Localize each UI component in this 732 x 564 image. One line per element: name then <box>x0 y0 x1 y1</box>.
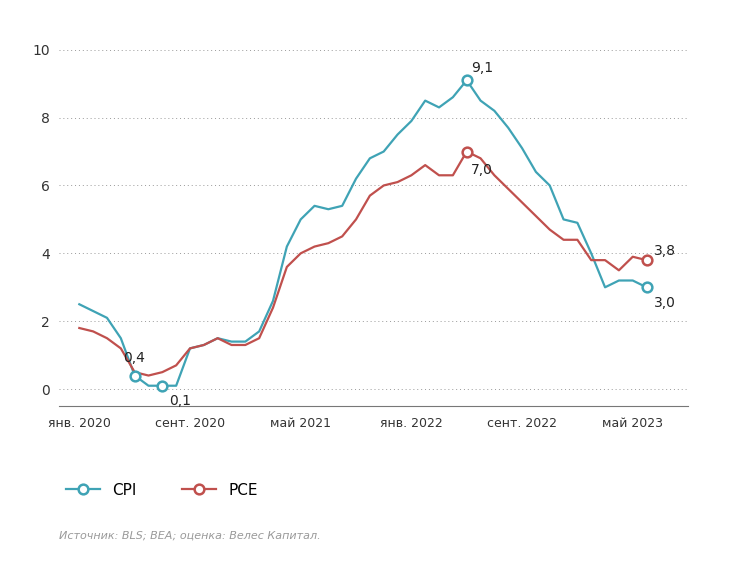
Text: 0,1: 0,1 <box>169 394 191 408</box>
Text: 3,0: 3,0 <box>654 296 676 310</box>
Text: 9,1: 9,1 <box>471 61 493 75</box>
Text: 3,8: 3,8 <box>654 244 676 258</box>
Text: Источник: BLS; BEA; оценка: Велес Капитал.: Источник: BLS; BEA; оценка: Велес Капита… <box>59 531 320 541</box>
Text: 0,4: 0,4 <box>124 351 146 365</box>
Text: 7,0: 7,0 <box>471 163 493 177</box>
Legend: CPI, PCE: CPI, PCE <box>66 483 258 498</box>
